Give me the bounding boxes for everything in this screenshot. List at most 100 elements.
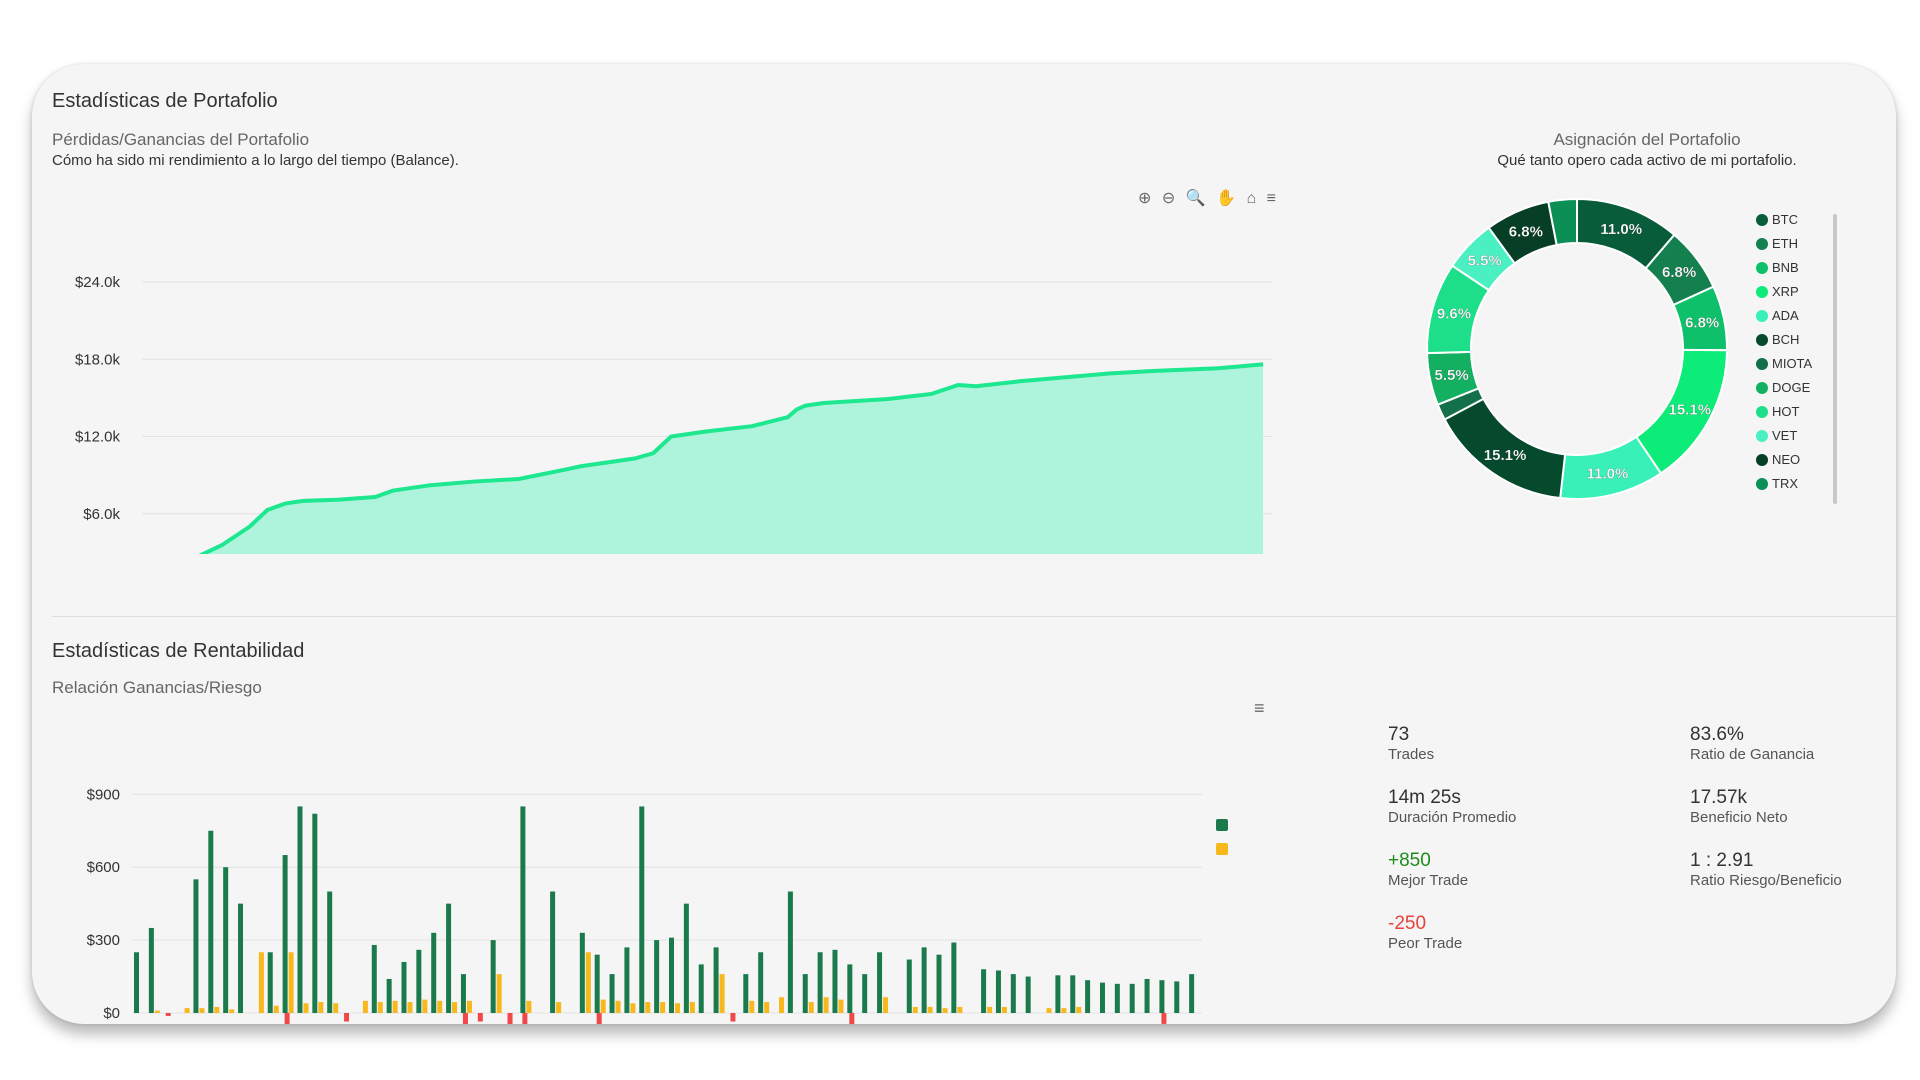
legend-label: BNB: [1772, 260, 1799, 275]
legend-marker-icon: [1756, 406, 1768, 418]
profit-bar: [802, 974, 808, 1013]
pan-hand-icon[interactable]: ✋: [1216, 190, 1237, 207]
risk-bar: [273, 1005, 279, 1013]
legend-item-neo[interactable]: NEO: [1756, 452, 1800, 467]
risk-bar: [987, 1006, 993, 1013]
loss-bar: [507, 1013, 513, 1024]
risk-bar: [764, 1002, 770, 1013]
y-tick-label: $900: [87, 786, 120, 803]
risk-bar: [288, 952, 294, 1013]
profit-bar: [193, 879, 199, 1013]
profit-bar: [1174, 981, 1180, 1013]
risk-bar: [808, 1002, 814, 1013]
profit-bar: [787, 891, 793, 1013]
legend-marker-icon: [1756, 238, 1768, 250]
loss-bar: [1161, 1013, 1167, 1024]
legend-item-bch[interactable]: BCH: [1756, 332, 1799, 347]
profit-bar: [1025, 976, 1031, 1013]
risk-bar: [407, 1002, 413, 1013]
legend-marker-icon: [1756, 358, 1768, 370]
risk-bar: [883, 997, 889, 1013]
profit-bar: [148, 927, 154, 1013]
legend-item-vet[interactable]: VET: [1756, 428, 1797, 443]
risk-bar: [184, 1008, 190, 1013]
legend-label: VET: [1772, 428, 1798, 443]
slice-label: 6.8%: [1509, 224, 1543, 241]
stat-value: 83.6%: [1690, 724, 1744, 745]
profit-bar: [1189, 974, 1195, 1013]
profit-bar: [460, 974, 466, 1013]
zoom-select-icon[interactable]: 🔍: [1185, 190, 1206, 207]
risk-bar: [496, 974, 502, 1013]
legend-scrollbar[interactable]: [1833, 214, 1837, 504]
risk-bar: [585, 952, 591, 1013]
loss-bar: [596, 1013, 602, 1024]
risk-bar: [779, 997, 785, 1013]
legend-item-miota[interactable]: MIOTA: [1756, 356, 1812, 371]
stat-value: -250: [1388, 913, 1427, 934]
risk-bar: [526, 1000, 532, 1013]
zoom-in-icon[interactable]: ⊕: [1138, 190, 1152, 207]
chart-toolbar: ⊕ ⊖ 🔍 ✋ ⌂ ≡: [1132, 188, 1276, 208]
y-tick-label: $6.0k: [83, 506, 120, 523]
profit-bar: [877, 952, 883, 1013]
profit-bar: [1010, 974, 1016, 1013]
y-tick-label: $24.0k: [75, 274, 121, 291]
pnl-chart-subtitle: Cómo ha sido mi rendimiento a lo largo d…: [52, 152, 459, 169]
legend-label: ADA: [1772, 308, 1799, 323]
profit-bar: [995, 970, 1001, 1013]
legend-item-btc[interactable]: BTC: [1756, 212, 1798, 227]
profit-bar: [1099, 982, 1105, 1013]
legend-marker-icon: [1216, 819, 1228, 831]
profit-bar: [683, 903, 689, 1013]
menu-icon[interactable]: ≡: [1266, 190, 1276, 207]
legend-item-eth[interactable]: ETH: [1756, 236, 1798, 251]
slice-label: 5.5%: [1435, 367, 1469, 384]
stat-value: 17.57k: [1690, 787, 1748, 808]
allocation-subtitle: Qué tanto opero cada activo de mi portaf…: [1497, 152, 1797, 169]
zoom-out-icon[interactable]: ⊖: [1161, 190, 1176, 207]
profit-bar: [1129, 983, 1135, 1013]
loss-bar: [730, 1013, 736, 1022]
risk-reward-bar-chart: $0$300$600$900ProfitRisk: [87, 786, 1228, 1024]
risk-bar: [957, 1006, 963, 1013]
risk-bar: [392, 1000, 398, 1013]
legend-marker-icon: [1756, 382, 1768, 394]
risk-bar: [660, 1002, 666, 1013]
home-reset-icon[interactable]: ⌂: [1246, 190, 1257, 207]
risk-bar: [318, 1002, 324, 1013]
profit-bar: [490, 940, 496, 1013]
slice-label: 9.6%: [1437, 306, 1471, 323]
bar-chart-menu-icon[interactable]: ≡: [1254, 698, 1265, 718]
stat-value: 14m 25s: [1388, 787, 1461, 808]
risk-bar: [912, 1006, 918, 1013]
legend-marker-icon: [1756, 334, 1768, 346]
profit-bar: [520, 806, 526, 1013]
legend-item-hot[interactable]: HOT: [1756, 404, 1799, 419]
stat-value: 73: [1388, 724, 1410, 745]
risk-bar: [154, 1010, 160, 1013]
risk-bar: [556, 1002, 562, 1013]
profit-bar: [1159, 980, 1165, 1013]
risk-bar: [214, 1006, 220, 1013]
profit-bar: [267, 952, 273, 1013]
stat-peor-trade: -250 Peor Trade: [1388, 913, 1462, 952]
profit-bar: [1085, 980, 1091, 1013]
legend-item-trx[interactable]: TRX: [1756, 476, 1798, 491]
profit-bar: [654, 940, 660, 1013]
legend-item-doge[interactable]: DOGE: [1756, 380, 1810, 395]
legend-item-bnb[interactable]: BNB: [1756, 260, 1799, 275]
risk-bar: [823, 997, 829, 1013]
slice-label: 11.0%: [1600, 221, 1642, 238]
stat-duraci-n-promedio: 14m 25s Duración Promedio: [1388, 787, 1516, 826]
stat-label: Ratio de Ganancia: [1690, 746, 1815, 763]
loss-bar: [522, 1013, 528, 1024]
profit-bar: [609, 974, 615, 1013]
profit-bar: [921, 947, 927, 1013]
profit-bar: [1070, 975, 1076, 1013]
legend-item-xrp[interactable]: XRP: [1756, 284, 1799, 299]
profit-bar: [1055, 975, 1061, 1013]
loss-bar: [284, 1013, 290, 1024]
profitability-title: Estadísticas de Rentabilidad: [52, 640, 305, 662]
legend-item-ada[interactable]: ADA: [1756, 308, 1799, 323]
